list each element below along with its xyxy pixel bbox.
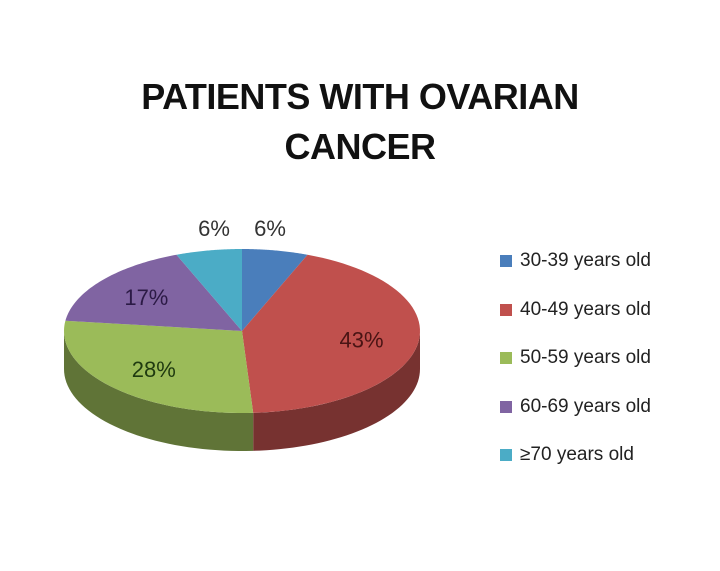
pie-side-1 xyxy=(253,331,420,451)
data-label-0: 6% xyxy=(254,216,286,241)
legend-item: 50-59 years old xyxy=(500,347,651,369)
legend-item: 40-49 years old xyxy=(500,299,651,321)
pie-slice-4 xyxy=(176,249,242,331)
chart-title-line2: CANCER xyxy=(284,126,436,167)
legend-swatch xyxy=(500,449,512,461)
data-label-3: 17% xyxy=(124,285,168,310)
pie-slice-0 xyxy=(242,249,308,331)
legend-label: 30-39 years old xyxy=(520,250,651,271)
legend-item: 60-69 years old xyxy=(500,396,651,418)
legend-label: 40-49 years old xyxy=(520,298,651,320)
legend-swatch xyxy=(500,255,512,267)
legend-label: 60-69 years old xyxy=(520,395,651,417)
legend-label: 50-59 years old xyxy=(520,347,651,368)
pie-slice-1 xyxy=(242,254,420,413)
legend-swatch xyxy=(500,303,512,316)
legend-label: ≥70 years old xyxy=(520,444,634,465)
data-label-2: 28% xyxy=(132,357,176,382)
data-label-4: 6% xyxy=(198,216,230,241)
chart-title-line1: PATIENTS WITH OVARIAN xyxy=(141,76,579,117)
pie-slice-2 xyxy=(64,320,254,413)
data-label-1: 43% xyxy=(340,328,384,353)
legend-swatch xyxy=(500,352,512,364)
pie-side-2 xyxy=(64,331,254,451)
legend-item: 30-39 years old xyxy=(500,250,651,272)
legend-swatch xyxy=(500,400,512,413)
pie-slice-3 xyxy=(65,254,242,331)
legend-item: ≥70 years old xyxy=(500,444,634,466)
